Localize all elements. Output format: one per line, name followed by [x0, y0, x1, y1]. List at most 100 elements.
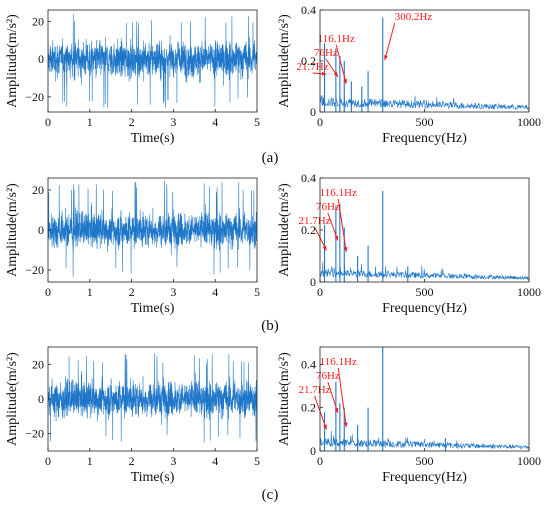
- chart-panel-2: 21.7Hz 76Hz 116.1Hz 300.2Hz 0 500 1000 0 0.2 0.4 F…: [277, 3, 541, 146]
- x-axis-label: Frequency(Hz): [382, 131, 467, 146]
- x-tick-label: 1000: [517, 454, 541, 468]
- panel-label-a: (a): [262, 150, 279, 166]
- time-signal-series: [48, 14, 257, 109]
- x-tick-label: 1: [87, 115, 93, 129]
- annotation-label: 21.7Hz: [296, 61, 328, 73]
- x-axis-label: Frequency(Hz): [382, 470, 467, 485]
- annotation-arrow: [327, 212, 339, 241]
- plot-area: [320, 347, 529, 451]
- annotation-arrowhead: [343, 79, 348, 84]
- x-tick-label: 4: [212, 115, 218, 129]
- x-axis-label: Time(s): [131, 131, 175, 146]
- spectrum-series: [320, 261, 529, 280]
- x-tick-label: 0: [45, 115, 51, 129]
- x-tick-label: 1: [87, 285, 93, 299]
- plot-area: [320, 191, 529, 282]
- annotation-arrow: [335, 44, 347, 85]
- annotation-arrow: [327, 381, 339, 414]
- plot-area: [48, 14, 257, 109]
- x-tick-label: 0: [45, 285, 51, 299]
- annotation-label: 116.1Hz: [318, 33, 355, 45]
- annotation-arrowhead: [343, 422, 348, 428]
- annotation-label: 76Hz: [316, 201, 340, 213]
- y-tick-label: 0.4: [301, 3, 316, 17]
- plot-area: [48, 181, 257, 277]
- y-axis-label: Amplitude(m/s²): [5, 183, 20, 277]
- annotation-arrowhead: [333, 72, 338, 77]
- y-tick-label: −20: [25, 263, 44, 277]
- y-tick-label: 0: [310, 444, 316, 458]
- panel-label-b: (b): [261, 318, 279, 334]
- x-tick-label: 5: [254, 115, 260, 129]
- annotation-arrow: [337, 367, 347, 428]
- annotation-label: 21.7Hz: [298, 215, 330, 227]
- y-tick-label: −20: [25, 90, 44, 104]
- y-tick-label: 0.2: [301, 401, 316, 415]
- annotation-arrow: [314, 395, 328, 430]
- x-tick-label: 2: [129, 115, 135, 129]
- y-axis-label: Amplitude(m/s²): [277, 183, 292, 277]
- x-tick-label: 5: [254, 454, 260, 468]
- x-tick-label: 1000: [517, 115, 541, 129]
- y-tick-label: 20: [32, 14, 44, 28]
- spectrum-series: [320, 95, 529, 111]
- y-tick-label: 0.2: [301, 54, 316, 68]
- y-axis-label: Amplitude(m/s²): [5, 352, 20, 446]
- x-tick-label: 4: [212, 454, 218, 468]
- spectrum-series: [320, 430, 529, 450]
- x-tick-label: 0: [317, 285, 323, 299]
- annotation-arrowhead: [384, 55, 388, 61]
- plot-frame: [47, 9, 258, 113]
- x-axis-label: Time(s): [131, 301, 175, 316]
- x-tick-label: 5: [254, 285, 260, 299]
- plot-area: [320, 17, 529, 112]
- x-tick-label: 1000: [517, 285, 541, 299]
- x-tick-label: 1: [87, 454, 93, 468]
- y-axis-label: Amplitude(m/s²): [277, 14, 292, 108]
- y-axis-label: Amplitude(m/s²): [277, 352, 292, 446]
- annotation-arrowhead: [322, 245, 327, 251]
- y-tick-label: −20: [25, 427, 44, 441]
- annotation-label: 300.2Hz: [395, 11, 433, 23]
- x-tick-label: 0: [45, 454, 51, 468]
- time-signal-series: [48, 353, 257, 443]
- y-tick-label: 0: [38, 392, 44, 406]
- time-signal-series: [48, 181, 257, 277]
- chart-panel-4: 21.7Hz 76Hz 116.1Hz 0 500 1000 0 0.2 0.4 Frequenc…: [277, 171, 541, 316]
- x-tick-label: 500: [416, 285, 434, 299]
- annotation-label: 76Hz: [314, 47, 338, 59]
- x-tick-label: 2: [129, 285, 135, 299]
- panel-label-c: (c): [262, 487, 279, 503]
- x-tick-label: 0: [317, 454, 323, 468]
- x-tick-label: 3: [170, 285, 176, 299]
- x-tick-label: 4: [212, 285, 218, 299]
- y-tick-label: 0: [38, 52, 44, 66]
- annotation-label: 76Hz: [316, 370, 340, 382]
- x-tick-label: 500: [416, 115, 434, 129]
- y-tick-label: 20: [32, 183, 44, 197]
- y-tick-label: 20: [32, 357, 44, 371]
- annotation-arrowhead: [323, 424, 327, 430]
- x-tick-label: 0: [317, 115, 323, 129]
- annotation-label: 116.1Hz: [320, 187, 357, 199]
- annotation-label: 21.7Hz: [298, 384, 330, 396]
- y-tick-label: 0: [38, 223, 44, 237]
- annotation-arrow: [337, 198, 347, 253]
- y-tick-label: 0: [310, 275, 316, 289]
- annotation-arrowhead: [343, 247, 348, 252]
- annotation-arrowhead: [321, 71, 327, 76]
- x-tick-label: 3: [170, 115, 176, 129]
- x-axis-label: Time(s): [131, 470, 175, 485]
- y-tick-label: 0.2: [301, 223, 316, 237]
- annotation-arrowhead: [334, 407, 339, 413]
- chart-panel-6: 21.7Hz 76Hz 116.1Hz 0 500 1000 0 0.2 0.4 Frequenc…: [277, 346, 541, 485]
- annotation-arrow: [384, 22, 396, 61]
- y-axis-label: Amplitude(m/s²): [5, 14, 20, 108]
- plot-area: [48, 353, 257, 443]
- annotation-label: 116.1Hz: [320, 356, 357, 368]
